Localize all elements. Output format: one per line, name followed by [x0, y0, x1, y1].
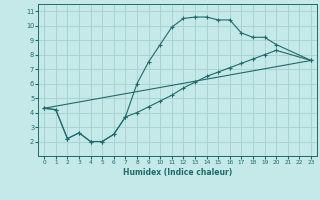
X-axis label: Humidex (Indice chaleur): Humidex (Indice chaleur)	[123, 168, 232, 177]
